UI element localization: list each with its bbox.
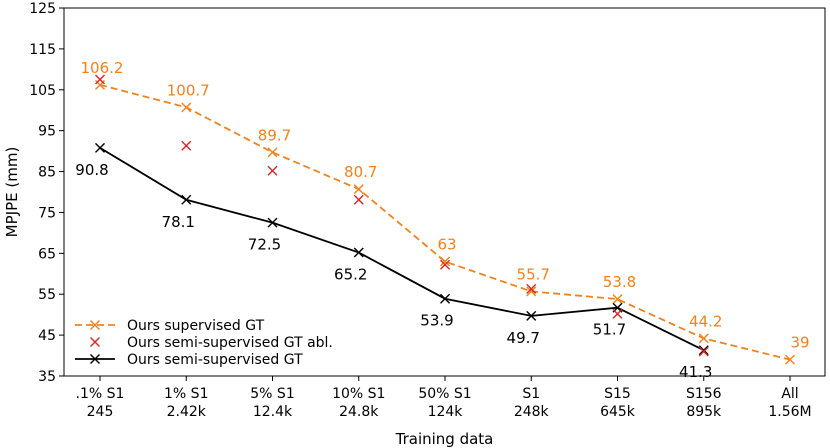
- y-tick-label: 115: [29, 42, 56, 58]
- legend-label: Ours supervised GT: [127, 318, 265, 334]
- data-point: [785, 354, 795, 365]
- legend-marker: [90, 354, 100, 364]
- x-tick-label: S15 645k: [600, 386, 636, 420]
- data-label: 39: [790, 334, 809, 352]
- series-2: [95, 142, 709, 356]
- data-label: 49.7: [507, 329, 540, 347]
- data-label: 106.2: [81, 59, 124, 77]
- data-label: 72.5: [248, 236, 281, 254]
- data-point: [526, 286, 537, 297]
- x-tick-label: S156 895k: [686, 386, 722, 420]
- legend-marker: [90, 320, 100, 330]
- data-label: 63: [437, 236, 456, 254]
- data-point: [526, 310, 537, 321]
- y-tick-label: 125: [29, 1, 56, 17]
- data-label: 90.8: [75, 161, 108, 179]
- legend-label: Ours semi-supervised GT abl.: [127, 335, 333, 351]
- x-tick-label: 10% S1 24.8k: [332, 386, 385, 420]
- data-point: [267, 165, 278, 176]
- data-label: 55.7: [517, 265, 550, 283]
- y-tick-label: 45: [38, 328, 56, 344]
- data-label: 89.7: [258, 126, 291, 144]
- data-point: [181, 194, 192, 205]
- legend-entry: Ours semi-supervised GT abl.: [90, 335, 333, 351]
- data-label: 53.9: [420, 312, 453, 330]
- data-label: 78.1: [162, 213, 195, 231]
- legend-entry: Ours supervised GT: [75, 318, 265, 334]
- data-label: 41.3: [679, 363, 712, 381]
- data-point: [440, 256, 450, 267]
- y-tick-label: 35: [38, 369, 56, 385]
- data-point: [353, 247, 364, 258]
- data-point: [698, 346, 709, 357]
- data-label: 80.7: [344, 163, 377, 181]
- data-label: 44.2: [689, 312, 722, 330]
- series-line: [99, 84, 791, 361]
- y-axis: 35 45 55 65 75 85 95 105 115 125: [29, 1, 64, 385]
- y-tick-label: 85: [38, 165, 56, 181]
- data-label: 65.2: [334, 266, 367, 284]
- x-tick-label: 5% S1 12.4k: [250, 386, 294, 420]
- data-label: 51.7: [593, 321, 626, 339]
- data-point: [698, 345, 709, 356]
- data-point: [440, 293, 450, 304]
- series-layer: [95, 74, 795, 365]
- x-tick-label: 50% S1 124k: [418, 386, 471, 420]
- series-1: [95, 74, 709, 357]
- data-point: [698, 333, 709, 344]
- y-tick-label: 105: [29, 83, 56, 99]
- data-point: [440, 259, 450, 270]
- data-point: [353, 194, 364, 205]
- y-tick-label: 75: [38, 205, 56, 221]
- series-line: [99, 147, 705, 352]
- data-point: [267, 217, 278, 228]
- data-point: [95, 142, 105, 153]
- x-axis: .1% S1 245 1% S1 2.42k 5% S1 12.4k 10% S1 24.8k…: [76, 376, 812, 420]
- data-point: [612, 294, 623, 305]
- data-point: [181, 140, 192, 151]
- data-point: [612, 308, 623, 319]
- x-axis-title: Training data: [395, 430, 494, 448]
- data-point: [353, 184, 364, 195]
- data-label: 53.8: [603, 273, 636, 291]
- data-point: [526, 283, 537, 294]
- data-point: [181, 102, 192, 113]
- y-tick-label: 55: [38, 287, 56, 303]
- x-tick-label: 1% S1 2.42k: [164, 386, 208, 420]
- data-point: [95, 74, 105, 85]
- x-tick-label: All 1.56M: [768, 386, 811, 420]
- y-tick-label: 95: [38, 124, 56, 140]
- data-labels: 106.2 100.7 89.7 80.7 63 55.7 53.8 44.2 39 90.8 78…: [75, 59, 809, 381]
- data-point: [267, 147, 278, 158]
- x-tick-label: S1 248k: [514, 386, 550, 420]
- legend-label: Ours semi-supervised GT: [127, 352, 303, 368]
- y-axis-title: MPJPE (mm): [3, 147, 21, 238]
- y-tick-label: 65: [38, 246, 56, 262]
- data-label: 100.7: [167, 81, 210, 99]
- legend-marker: [90, 337, 100, 347]
- legend-entry: Ours semi-supervised GT: [75, 352, 303, 368]
- x-tick-label: .1% S1 245: [76, 386, 125, 420]
